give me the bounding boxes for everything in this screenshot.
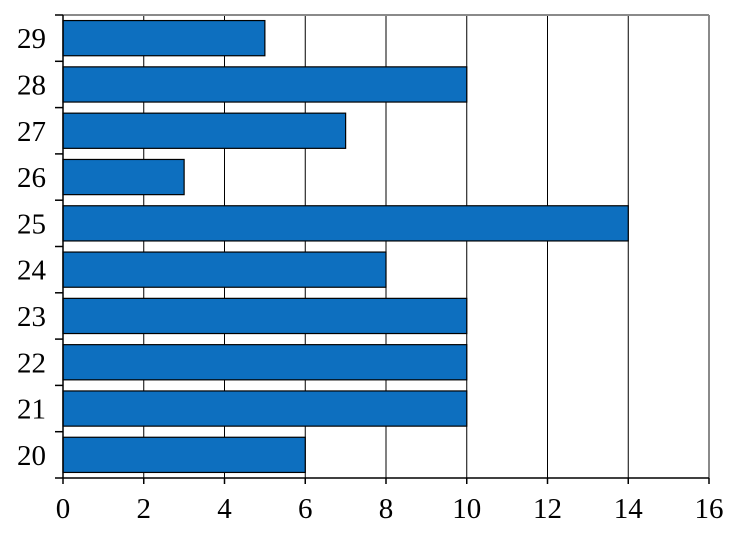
bar-20 [62, 436, 306, 474]
bar-26 [62, 158, 185, 196]
x-tick-label-16: 16 [695, 493, 724, 525]
x-tick-label-4: 4 [217, 493, 232, 525]
y-tick-label-29: 29 [17, 23, 46, 55]
y-tick-label-24: 24 [17, 255, 47, 287]
y-tick-label-28: 28 [17, 69, 46, 101]
bar-25 [62, 205, 629, 242]
y-tick-label-20: 20 [17, 440, 46, 472]
bar-29 [62, 19, 266, 57]
bar-23 [62, 297, 468, 335]
bar-24 [62, 251, 387, 288]
x-tick-label-0: 0 [56, 493, 71, 525]
y-tick-label-23: 23 [17, 301, 46, 333]
y-tick-label-27: 27 [17, 116, 46, 148]
x-tick-label-2: 2 [137, 493, 152, 525]
bar-28 [62, 66, 468, 103]
x-tick-label-8: 8 [379, 493, 394, 525]
bar-22 [62, 344, 468, 381]
y-tick-label-26: 26 [17, 162, 46, 194]
y-tick-label-25: 25 [17, 208, 46, 240]
x-tick-label-14: 14 [614, 493, 644, 525]
y-tick-label-21: 21 [17, 394, 46, 426]
bar-21 [62, 390, 468, 427]
x-tick-label-12: 12 [533, 493, 562, 525]
x-tick-label-10: 10 [452, 493, 481, 525]
bar-27 [62, 112, 347, 149]
x-tick-label-6: 6 [298, 493, 313, 525]
y-tick-label-22: 22 [17, 347, 46, 379]
